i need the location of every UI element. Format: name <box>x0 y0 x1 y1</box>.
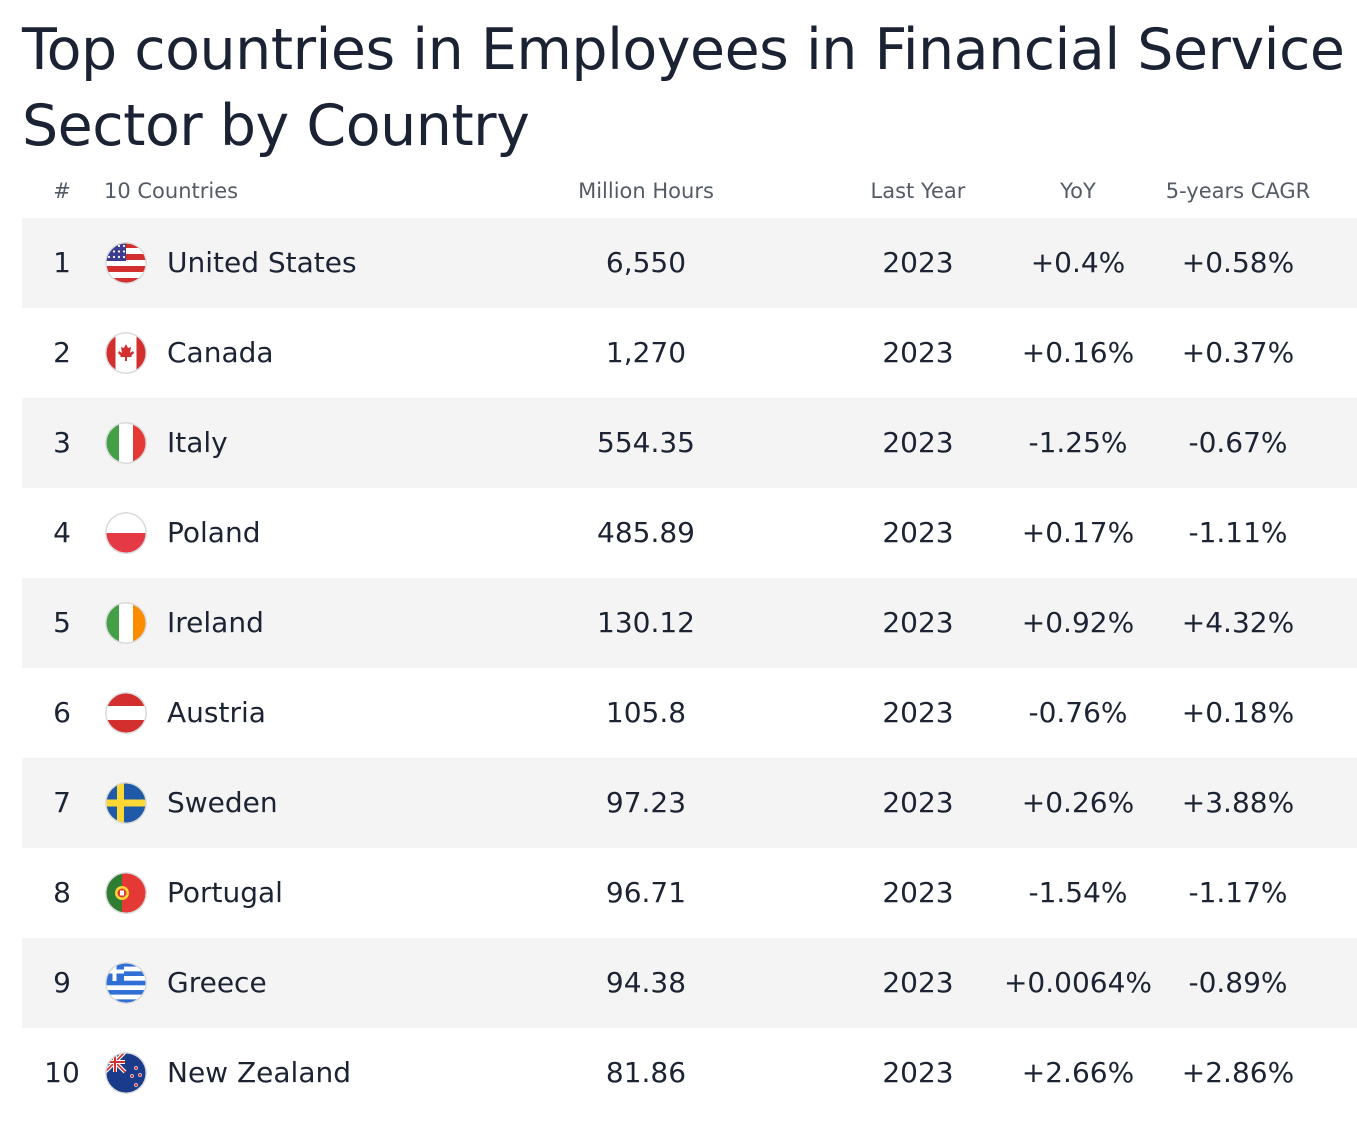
country-name: Ireland <box>167 606 264 639</box>
column-header-year[interactable]: Last Year <box>870 179 966 203</box>
value-cell: 485.89 <box>597 516 695 549</box>
year-cell: 2023 <box>882 516 954 549</box>
year-cell: 2023 <box>882 876 954 909</box>
cagr-cell: -0.67% <box>1188 426 1288 459</box>
country-name: Poland <box>167 516 261 549</box>
table-row[interactable]: 3 Italy 554.35 2023 -1.25% -0.67% <box>22 398 1357 488</box>
year-cell: 2023 <box>882 246 954 279</box>
yoy-cell: +0.92% <box>1021 606 1135 639</box>
year-cell: 2023 <box>882 966 954 999</box>
ranking-table: 1 United States 6,550 2023 +0.4% +0.58% … <box>22 218 1357 1118</box>
ireland-flag-icon <box>105 602 147 644</box>
rank-cell: 2 <box>53 336 71 369</box>
rank-cell: 9 <box>53 966 71 999</box>
value-cell: 81.86 <box>605 1056 687 1089</box>
rank-cell: 5 <box>53 606 71 639</box>
rank-cell: 1 <box>53 246 71 279</box>
country-name: United States <box>167 246 357 279</box>
rank-cell: 8 <box>53 876 71 909</box>
value-cell: 6,550 <box>605 246 687 279</box>
value-cell: 130.12 <box>597 606 695 639</box>
table-row[interactable]: 8 Portugal 96.71 2023 -1.54% -1.17% <box>22 848 1357 938</box>
cagr-cell: +0.58% <box>1181 246 1295 279</box>
us-flag-icon <box>105 242 147 284</box>
cagr-cell: -1.11% <box>1188 516 1288 549</box>
column-header-yoy[interactable]: YoY <box>1060 179 1096 203</box>
rank-cell: 10 <box>44 1056 80 1089</box>
cagr-cell: +4.32% <box>1181 606 1295 639</box>
sweden-flag-icon <box>105 782 147 824</box>
table-row[interactable]: 10 New Zealand 81.86 2023 +2.66% +2.86% <box>22 1028 1357 1118</box>
page-title: Top countries in Employees in Financial … <box>22 17 1345 159</box>
yoy-cell: +0.4% <box>1030 246 1126 279</box>
yoy-cell: +0.16% <box>1021 336 1135 369</box>
yoy-cell: +0.26% <box>1021 786 1135 819</box>
cagr-cell: +0.18% <box>1181 696 1295 729</box>
greece-flag-icon <box>105 962 147 1004</box>
table-row[interactable]: 6 Austria 105.8 2023 -0.76% +0.18% <box>22 668 1357 758</box>
cagr-cell: +2.86% <box>1181 1056 1295 1089</box>
column-header-rank[interactable]: # <box>53 179 71 203</box>
country-name: Italy <box>167 426 228 459</box>
value-cell: 94.38 <box>605 966 687 999</box>
portugal-flag-icon <box>105 872 147 914</box>
yoy-cell: -0.76% <box>1028 696 1128 729</box>
column-header-cagr[interactable]: 5-years CAGR <box>1165 179 1311 203</box>
year-cell: 2023 <box>882 696 954 729</box>
yoy-cell: +0.17% <box>1021 516 1135 549</box>
country-name: Greece <box>167 966 267 999</box>
value-cell: 97.23 <box>605 786 687 819</box>
year-cell: 2023 <box>882 426 954 459</box>
year-cell: 2023 <box>882 786 954 819</box>
year-cell: 2023 <box>882 336 954 369</box>
value-cell: 105.8 <box>605 696 687 729</box>
yoy-cell: -1.25% <box>1028 426 1128 459</box>
country-name: Austria <box>167 696 266 729</box>
table-header: # 10 Countries Million Hours Last Year Y… <box>22 170 1357 214</box>
table-row[interactable]: 4 Poland 485.89 2023 +0.17% -1.11% <box>22 488 1357 578</box>
new-zealand-flag-icon <box>105 1052 147 1094</box>
rank-cell: 3 <box>53 426 71 459</box>
cagr-cell: -0.89% <box>1188 966 1288 999</box>
yoy-cell: +0.0064% <box>1003 966 1153 999</box>
value-cell: 1,270 <box>605 336 687 369</box>
column-header-value[interactable]: Million Hours <box>578 179 714 203</box>
cagr-cell: -1.17% <box>1188 876 1288 909</box>
year-cell: 2023 <box>882 1056 954 1089</box>
table-row[interactable]: 2 Canada 1,270 2023 +0.16% +0.37% <box>22 308 1357 398</box>
value-cell: 554.35 <box>597 426 695 459</box>
yoy-cell: -1.54% <box>1028 876 1128 909</box>
table-row[interactable]: 1 United States 6,550 2023 +0.4% +0.58% <box>22 218 1357 308</box>
country-name: Canada <box>167 336 274 369</box>
rank-cell: 7 <box>53 786 71 819</box>
table-row[interactable]: 9 Greece 94.38 2023 +0.0064% -0.89% <box>22 938 1357 1028</box>
italy-flag-icon <box>105 422 147 464</box>
year-cell: 2023 <box>882 606 954 639</box>
rank-cell: 6 <box>53 696 71 729</box>
canada-flag-icon <box>105 332 147 374</box>
column-header-country[interactable]: 10 Countries <box>104 179 239 203</box>
rank-cell: 4 <box>53 516 71 549</box>
cagr-cell: +0.37% <box>1181 336 1295 369</box>
table-row[interactable]: 5 Ireland 130.12 2023 +0.92% +4.32% <box>22 578 1357 668</box>
cagr-cell: +3.88% <box>1181 786 1295 819</box>
austria-flag-icon <box>105 692 147 734</box>
country-name: Sweden <box>167 786 278 819</box>
yoy-cell: +2.66% <box>1021 1056 1135 1089</box>
country-name: New Zealand <box>167 1056 351 1089</box>
table-row[interactable]: 7 Sweden 97.23 2023 +0.26% +3.88% <box>22 758 1357 848</box>
poland-flag-icon <box>105 512 147 554</box>
value-cell: 96.71 <box>605 876 687 909</box>
country-name: Portugal <box>167 876 283 909</box>
